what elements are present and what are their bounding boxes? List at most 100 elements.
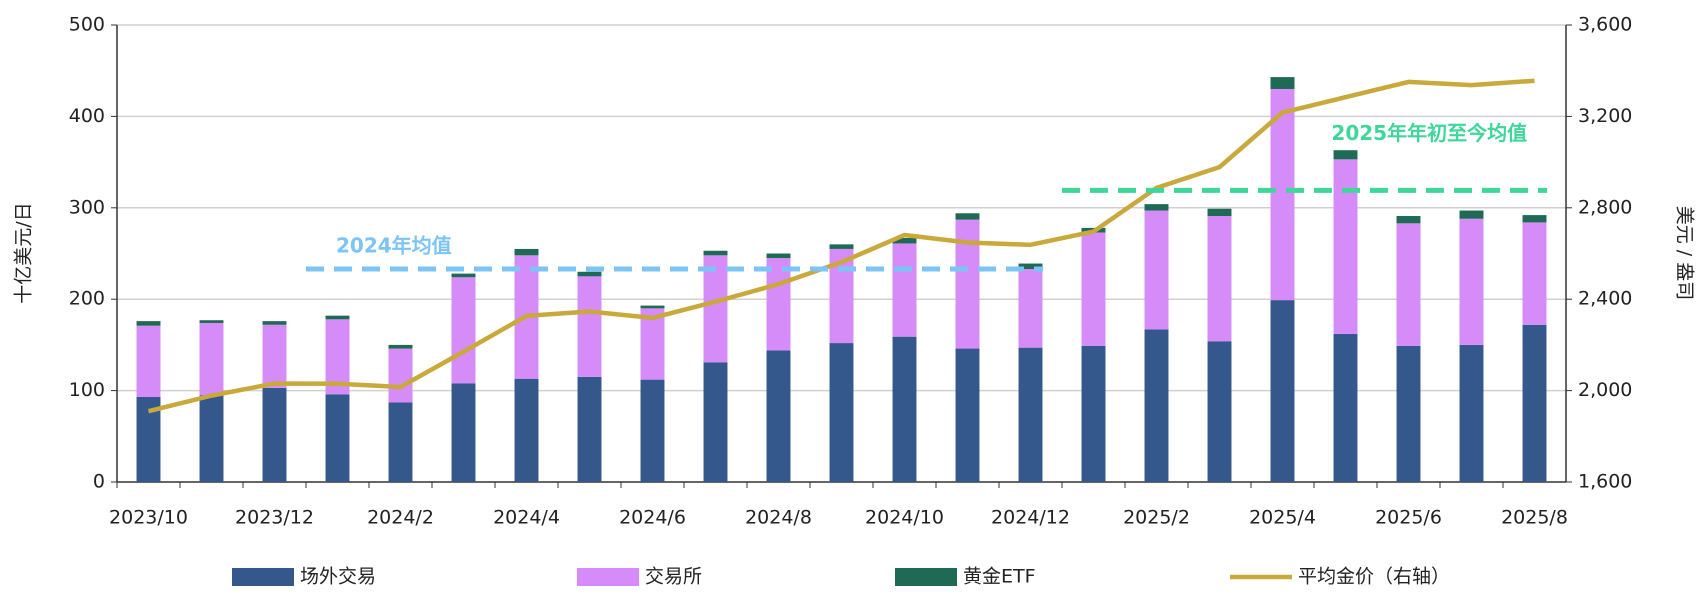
bar — [640, 308, 665, 380]
bar — [829, 343, 854, 482]
bar — [955, 219, 980, 349]
x-tick-label: 2024/8 — [745, 507, 812, 529]
bar — [262, 324, 287, 388]
legend-swatch — [895, 568, 957, 586]
bar — [1459, 218, 1484, 345]
x-tick-label: 2023/10 — [109, 507, 188, 529]
bar — [136, 396, 161, 482]
y-tick-label: 300 — [69, 196, 105, 218]
bar — [1522, 222, 1547, 325]
x-tick-label: 2024/6 — [619, 507, 686, 529]
x-tick-label: 2025/2 — [1123, 507, 1190, 529]
y2-tick-label: 3,600 — [1578, 14, 1632, 36]
bar — [703, 255, 728, 363]
bar — [1522, 215, 1547, 223]
y2-tick-label: 2,000 — [1578, 379, 1632, 401]
bar — [1270, 300, 1295, 482]
bar — [1459, 210, 1484, 219]
bar — [577, 276, 602, 377]
bar — [766, 350, 791, 482]
legend-label: 场外交易 — [300, 566, 376, 588]
bar — [388, 402, 413, 482]
x-tick-label: 2025/8 — [1501, 507, 1568, 529]
bar — [1270, 77, 1295, 89]
bar — [703, 362, 728, 482]
y-tick-label: 400 — [69, 105, 105, 127]
bar — [1207, 208, 1232, 217]
bar — [1207, 216, 1232, 342]
x-tick-label: 2024/10 — [865, 507, 944, 529]
legend-label: 交易所 — [645, 566, 702, 588]
bar — [1396, 223, 1421, 346]
y-tick-label: 200 — [69, 288, 105, 310]
bar — [640, 305, 665, 309]
bar — [1018, 347, 1043, 482]
bar — [451, 277, 476, 384]
bar — [1333, 333, 1358, 482]
bar — [892, 237, 917, 244]
y2-tick-label: 3,200 — [1578, 105, 1632, 127]
bar — [325, 394, 350, 482]
bar — [262, 387, 287, 482]
y2-tick-label: 2,400 — [1578, 288, 1632, 310]
bar — [514, 378, 539, 482]
bar — [955, 213, 980, 220]
bar — [766, 258, 791, 351]
bar — [199, 322, 224, 396]
y-tick-label: 0 — [93, 471, 105, 493]
bar — [388, 348, 413, 403]
bar — [1081, 345, 1106, 482]
y-tick-label: 100 — [69, 379, 105, 401]
legend-swatch — [232, 568, 294, 586]
bar — [829, 244, 854, 249]
bar — [1144, 210, 1169, 330]
x-tick-label: 2025/4 — [1249, 507, 1316, 529]
bar — [1018, 263, 1043, 270]
legend-swatch — [577, 568, 639, 586]
bar — [325, 315, 350, 320]
bar — [1018, 269, 1043, 348]
bar — [136, 321, 161, 326]
legend-label: 平均金价（右轴） — [1298, 566, 1450, 588]
x-tick-label: 2025/6 — [1375, 507, 1442, 529]
bar — [1522, 324, 1547, 482]
bar — [1144, 204, 1169, 211]
bar — [1333, 150, 1358, 160]
bar — [1270, 88, 1295, 301]
bar — [766, 253, 791, 259]
reference-label: 2024年均值 — [336, 234, 452, 258]
bar — [325, 319, 350, 395]
bar — [892, 243, 917, 337]
legend-label: 黄金ETF — [963, 566, 1036, 588]
bar — [1144, 329, 1169, 482]
bar — [388, 344, 413, 349]
bar — [199, 395, 224, 482]
bar — [892, 336, 917, 482]
x-tick-label: 2024/2 — [367, 507, 434, 529]
bar — [829, 248, 854, 344]
bar — [955, 348, 980, 482]
bar — [136, 325, 161, 397]
x-tick-label: 2024/12 — [991, 507, 1070, 529]
bar — [640, 379, 665, 482]
bar — [1396, 216, 1421, 224]
bar — [1333, 159, 1358, 334]
y2-axis-title: 美元 / 盎司 — [1674, 206, 1696, 300]
bar — [199, 320, 224, 323]
bar — [262, 321, 287, 325]
y-axis-title: 十亿美元/日 — [13, 202, 35, 303]
bar — [451, 273, 476, 278]
x-tick-label: 2024/4 — [493, 507, 560, 529]
x-tick-label: 2023/12 — [235, 507, 314, 529]
bar — [1459, 344, 1484, 482]
bar — [451, 383, 476, 482]
bar — [1081, 232, 1106, 346]
bar — [703, 250, 728, 256]
y-tick-label: 500 — [69, 14, 105, 36]
bar — [577, 271, 602, 277]
y2-tick-label: 1,600 — [1578, 471, 1632, 493]
reference-label: 2025年年初至今均值 — [1331, 121, 1527, 145]
bar — [514, 248, 539, 256]
line — [147, 78, 1535, 414]
